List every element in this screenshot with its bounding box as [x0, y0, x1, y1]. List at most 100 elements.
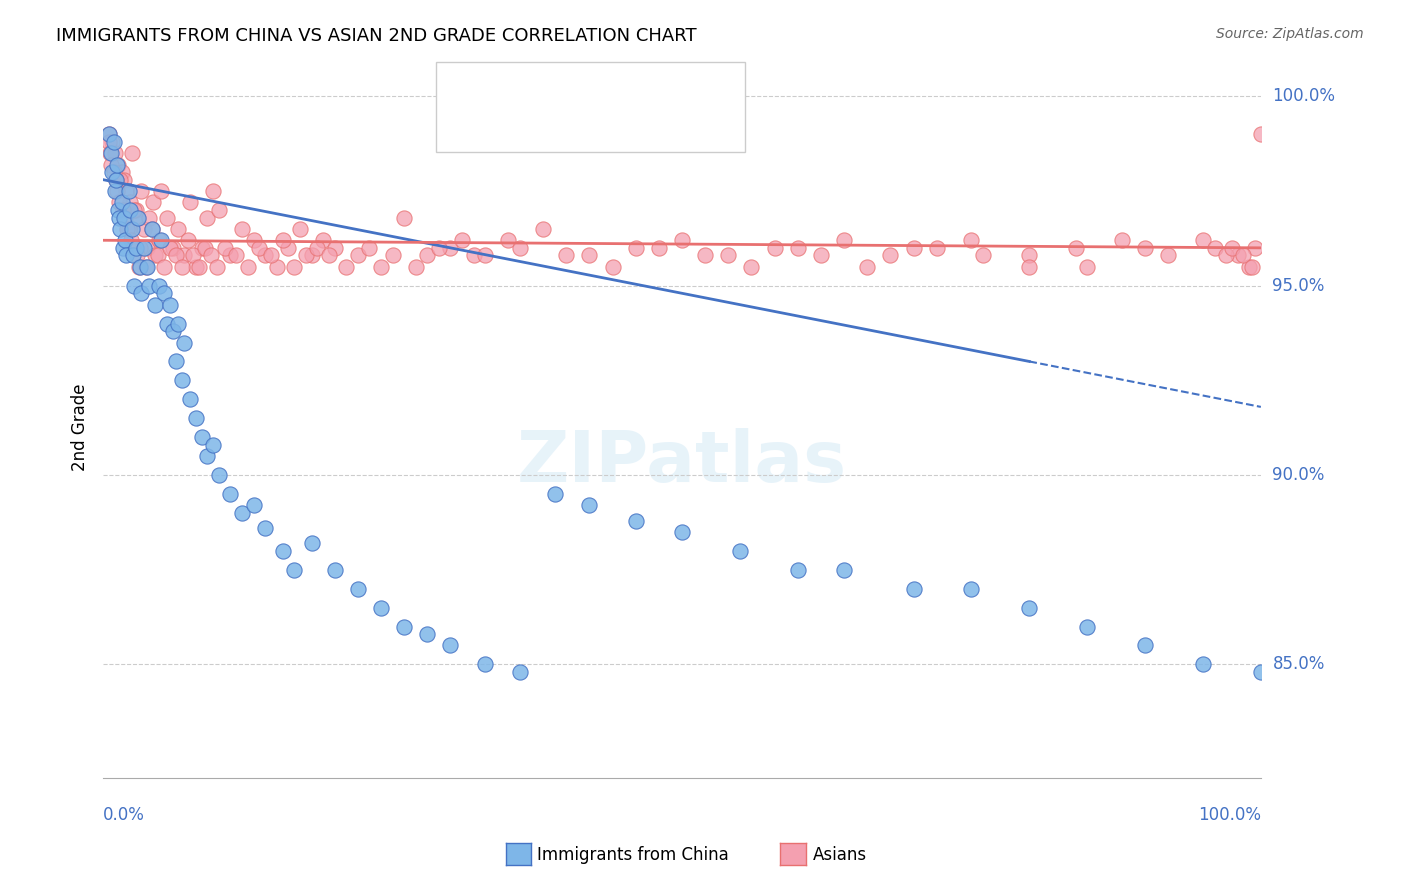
Point: [179, 195, 201, 210]
Point: [416, 627, 439, 641]
Point: [146, 248, 169, 262]
Point: [740, 260, 762, 274]
Point: [202, 438, 225, 452]
Point: [624, 241, 647, 255]
Point: [183, 248, 205, 262]
Point: [103, 135, 125, 149]
Point: [110, 222, 132, 236]
Text: IMMIGRANTS FROM CHINA VS ASIAN 2ND GRADE CORRELATION CHART: IMMIGRANTS FROM CHINA VS ASIAN 2ND GRADE…: [56, 27, 697, 45]
Point: [370, 600, 392, 615]
Point: [347, 582, 370, 596]
Point: [100, 157, 122, 171]
Point: [138, 278, 160, 293]
Point: [648, 241, 671, 255]
Point: [763, 241, 786, 255]
Point: [1240, 260, 1263, 274]
Point: [1076, 619, 1098, 633]
Text: ZIPatlas: ZIPatlas: [517, 428, 846, 497]
Point: [120, 233, 142, 247]
Point: [127, 211, 149, 225]
Point: [1250, 665, 1272, 679]
Point: [153, 286, 176, 301]
Text: Immigrants from China: Immigrants from China: [537, 846, 728, 863]
Point: [124, 202, 146, 217]
Point: [156, 211, 179, 225]
Point: [112, 172, 135, 186]
Point: [98, 146, 121, 161]
Point: [225, 248, 247, 262]
Point: [370, 260, 392, 274]
Point: [208, 202, 231, 217]
Point: [156, 317, 179, 331]
Point: [194, 241, 217, 255]
Point: [128, 260, 150, 274]
Point: [179, 392, 201, 407]
Point: [359, 241, 381, 255]
Point: [416, 248, 439, 262]
Point: [335, 260, 357, 274]
Point: [392, 211, 415, 225]
Point: [1220, 241, 1243, 255]
Point: [138, 211, 160, 225]
Text: Source: ZipAtlas.com: Source: ZipAtlas.com: [1216, 27, 1364, 41]
Point: [960, 582, 983, 596]
Point: [1018, 260, 1040, 274]
Point: [439, 639, 461, 653]
Text: 0.0%: 0.0%: [103, 806, 145, 824]
Point: [214, 241, 236, 255]
Text: R = -0.018   N = 147: R = -0.018 N = 147: [457, 116, 657, 134]
Point: [108, 211, 131, 225]
Point: [474, 248, 496, 262]
Point: [105, 157, 128, 171]
Point: [1076, 260, 1098, 274]
Point: [100, 146, 122, 161]
Point: [132, 222, 155, 236]
Point: [173, 335, 195, 350]
Point: [624, 514, 647, 528]
Point: [190, 241, 212, 255]
Point: [148, 233, 170, 247]
Point: [301, 248, 323, 262]
Point: [103, 165, 125, 179]
Point: [114, 211, 136, 225]
Point: [543, 487, 565, 501]
Point: [141, 222, 163, 236]
Point: [283, 260, 305, 274]
Point: [111, 165, 134, 179]
Point: [165, 248, 187, 262]
Point: [97, 135, 120, 149]
Point: [143, 298, 166, 312]
Point: [578, 248, 600, 262]
Point: [254, 248, 277, 262]
Point: [117, 222, 139, 236]
Point: [208, 468, 231, 483]
Point: [170, 373, 193, 387]
Point: [474, 657, 496, 672]
Point: [879, 248, 901, 262]
Point: [97, 127, 120, 141]
Point: [1232, 248, 1254, 262]
Point: [695, 248, 717, 262]
Point: [115, 248, 138, 262]
Point: [602, 260, 624, 274]
Point: [271, 233, 294, 247]
Text: 95.0%: 95.0%: [1272, 277, 1324, 294]
Point: [104, 146, 127, 161]
Point: [786, 563, 808, 577]
Point: [129, 260, 152, 274]
Point: [392, 619, 415, 633]
Point: [184, 260, 207, 274]
Point: [125, 248, 148, 262]
Point: [219, 487, 242, 501]
Point: [312, 233, 335, 247]
Point: [578, 499, 600, 513]
Point: [188, 260, 211, 274]
Point: [101, 165, 124, 179]
Point: [1133, 241, 1156, 255]
Point: [288, 222, 311, 236]
Point: [124, 202, 146, 217]
Point: [121, 146, 143, 161]
Point: [118, 195, 141, 210]
Point: [107, 202, 129, 217]
Point: [531, 222, 554, 236]
